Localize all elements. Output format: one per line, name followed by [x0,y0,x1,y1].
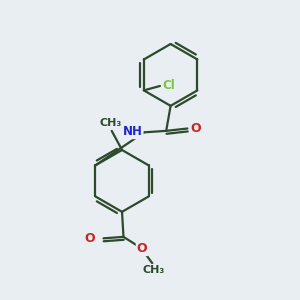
Text: CH₃: CH₃ [143,265,165,275]
Text: O: O [137,242,147,255]
Text: O: O [190,122,201,135]
Text: O: O [85,232,95,245]
Text: Cl: Cl [162,80,175,92]
Text: NH: NH [123,125,142,138]
Text: CH₃: CH₃ [99,118,122,128]
